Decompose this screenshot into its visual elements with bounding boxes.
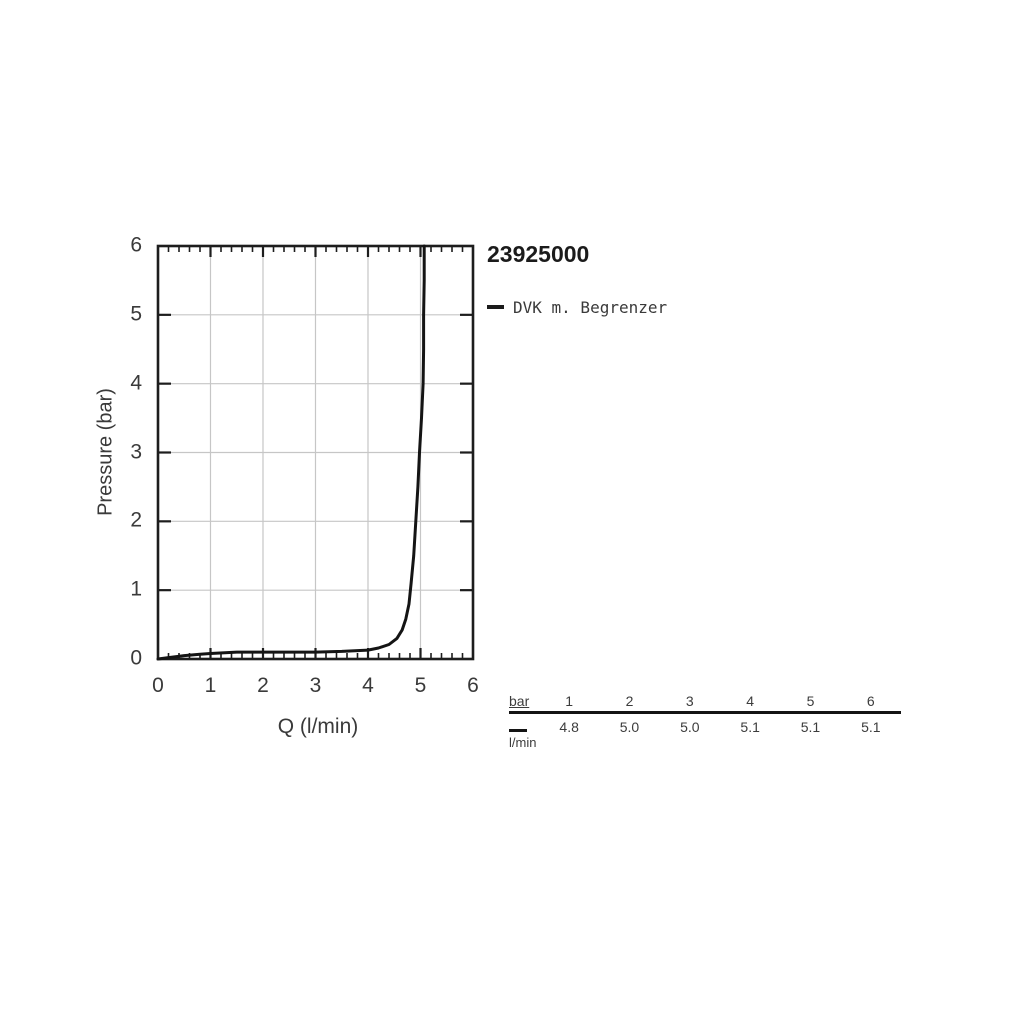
y-tick-label: 3: [130, 440, 142, 464]
x-tick-label: 3: [309, 674, 322, 697]
plot-area: [156, 244, 475, 661]
table-line-swatch: [509, 729, 527, 732]
table-flow-cell: 4.8: [559, 719, 579, 735]
table-unit-label: l/min: [509, 735, 537, 750]
table-flow-cell: 5.1: [740, 719, 760, 735]
data-curve: [156, 244, 426, 661]
flow-rate-table: bar 1 2 3 4 5 6 4.8 5.0 5.0 5.1 5.1 5.1 l/min: [509, 694, 901, 750]
table-flow-cell: 5.1: [800, 719, 821, 735]
table-header-row: bar 1 2 3 4 5 6: [509, 694, 901, 714]
x-tick-label: 1: [204, 674, 217, 697]
y-tick-label: 5: [130, 302, 142, 326]
y-axis-tick-labels: 0 1 2 3 4 5 6: [112, 234, 150, 670]
x-axis-tick-labels: 0 1 2 3 4 5 6: [152, 674, 479, 698]
legend: DVK m. Begrenzer: [487, 296, 667, 318]
table-unit-row: l/min: [509, 736, 901, 750]
table-header-bar: bar: [509, 693, 530, 709]
table-pressure-cell: 6: [866, 693, 875, 709]
table-flow-cell: 5.0: [619, 719, 640, 735]
x-tick-label: 4: [362, 674, 374, 697]
x-tick-label: 2: [257, 674, 269, 697]
table-pressure-cell: 2: [625, 693, 634, 709]
y-tick-label: 6: [130, 233, 142, 257]
table-flow-cell: 5.0: [680, 719, 700, 735]
x-axis-title: Q (l/min): [277, 715, 359, 738]
legend-line-swatch: [487, 305, 504, 309]
chart-title: 23925000: [487, 241, 590, 267]
y-tick-label: 0: [130, 646, 142, 670]
y-tick-label: 2: [130, 508, 142, 532]
table-pressure-cell: 4: [746, 693, 755, 709]
table-line-swatch-cell: [509, 719, 539, 735]
x-tick-label: 5: [414, 674, 427, 697]
table-pressure-cell: 1: [565, 693, 574, 709]
x-tick-label: 6: [467, 674, 479, 697]
table-flow-cell: 5.1: [861, 719, 881, 735]
y-tick-label: 1: [130, 577, 142, 601]
plot-border: [156, 244, 475, 661]
legend-label: DVK m. Begrenzer: [513, 297, 668, 317]
x-tick-label: 0: [152, 674, 164, 697]
table-pressure-cell: 3: [685, 693, 694, 709]
y-tick-label: 4: [130, 371, 142, 395]
table-pressure-cell: 5: [806, 693, 815, 709]
table-values-row: 4.8 5.0 5.0 5.1 5.1 5.1: [509, 714, 901, 735]
